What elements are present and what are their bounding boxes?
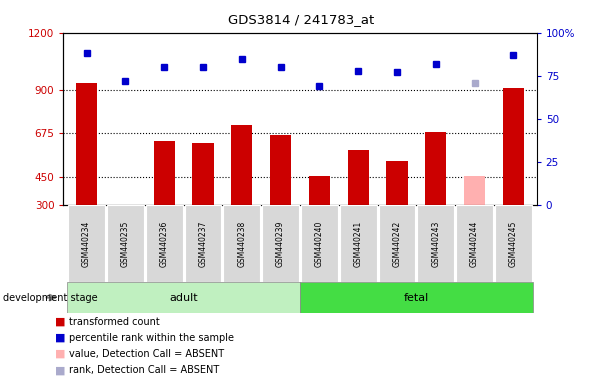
Text: ■: ■ — [55, 349, 66, 359]
Bar — [495, 205, 532, 282]
Bar — [379, 205, 415, 282]
Bar — [270, 136, 291, 205]
Bar — [107, 205, 144, 282]
Text: GSM440237: GSM440237 — [198, 221, 207, 267]
Bar — [154, 141, 175, 205]
Bar — [301, 205, 338, 282]
Text: GSM440239: GSM440239 — [276, 221, 285, 267]
Bar — [456, 205, 493, 282]
Text: ■: ■ — [55, 365, 66, 375]
Bar — [68, 205, 105, 282]
Text: GSM440241: GSM440241 — [354, 221, 362, 267]
Bar — [146, 205, 183, 282]
Text: fetal: fetal — [404, 293, 429, 303]
Bar — [309, 176, 330, 205]
Text: development stage: development stage — [3, 293, 98, 303]
Text: transformed count: transformed count — [69, 317, 160, 327]
Text: GSM440242: GSM440242 — [393, 221, 402, 267]
Text: value, Detection Call = ABSENT: value, Detection Call = ABSENT — [69, 349, 224, 359]
Bar — [67, 282, 300, 313]
Text: ■: ■ — [55, 317, 66, 327]
Text: rank, Detection Call = ABSENT: rank, Detection Call = ABSENT — [69, 365, 219, 375]
Bar — [417, 205, 454, 282]
Bar — [300, 282, 533, 313]
Text: percentile rank within the sample: percentile rank within the sample — [69, 333, 235, 343]
Bar — [464, 176, 485, 205]
Bar — [425, 132, 446, 205]
Text: GSM440245: GSM440245 — [509, 221, 518, 267]
Bar — [76, 83, 97, 205]
Bar — [223, 205, 260, 282]
Bar — [503, 88, 524, 205]
Text: GSM440240: GSM440240 — [315, 221, 324, 267]
Text: ■: ■ — [55, 333, 66, 343]
Text: GSM440238: GSM440238 — [238, 221, 246, 267]
Text: GSM440234: GSM440234 — [82, 221, 91, 267]
Bar — [387, 161, 408, 205]
Bar — [231, 125, 253, 205]
Text: GSM440235: GSM440235 — [121, 221, 130, 267]
Text: GDS3814 / 241783_at: GDS3814 / 241783_at — [229, 13, 374, 26]
Bar — [185, 205, 221, 282]
Bar — [347, 150, 369, 205]
Text: GSM440236: GSM440236 — [160, 221, 169, 267]
Text: GSM440244: GSM440244 — [470, 221, 479, 267]
Bar — [192, 143, 213, 205]
Text: GSM440243: GSM440243 — [431, 221, 440, 267]
Bar — [339, 205, 377, 282]
Text: adult: adult — [169, 293, 198, 303]
Bar — [262, 205, 299, 282]
